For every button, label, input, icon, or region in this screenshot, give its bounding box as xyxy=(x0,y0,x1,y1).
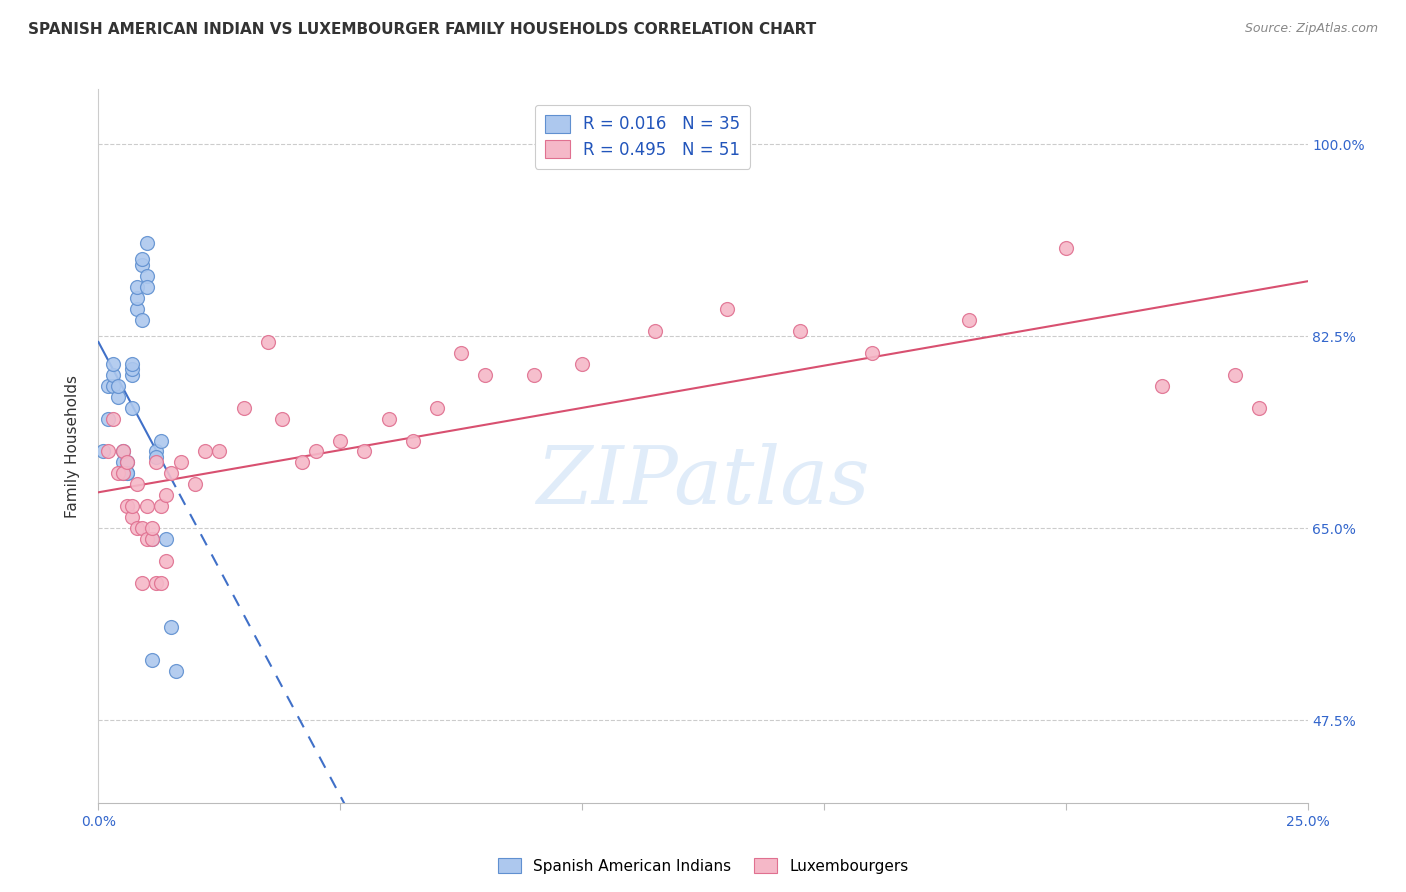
Point xyxy=(127,280,149,294)
Point xyxy=(121,357,143,371)
Point xyxy=(169,455,191,469)
Point xyxy=(141,533,163,547)
Point xyxy=(141,653,163,667)
Point xyxy=(474,368,496,382)
Point xyxy=(160,620,183,634)
Point xyxy=(150,434,173,448)
Point xyxy=(1249,401,1271,415)
Point xyxy=(155,488,177,502)
Point xyxy=(97,411,120,425)
Point xyxy=(131,312,153,326)
Point xyxy=(127,477,149,491)
Point xyxy=(141,533,163,547)
Point xyxy=(860,345,883,359)
Point xyxy=(160,467,183,481)
Point xyxy=(131,521,153,535)
Point xyxy=(1223,368,1246,382)
Point xyxy=(107,390,129,404)
Point xyxy=(1152,378,1174,392)
Y-axis label: Family Households: Family Households xyxy=(65,375,80,517)
Legend: R = 0.016   N = 35, R = 0.495   N = 51: R = 0.016 N = 35, R = 0.495 N = 51 xyxy=(534,104,751,169)
Point xyxy=(111,444,134,458)
Point xyxy=(141,521,163,535)
Point xyxy=(353,444,375,458)
Point xyxy=(121,510,143,524)
Point xyxy=(101,368,124,382)
Point xyxy=(135,235,157,250)
Point xyxy=(135,280,157,294)
Text: Source: ZipAtlas.com: Source: ZipAtlas.com xyxy=(1244,22,1378,36)
Point xyxy=(131,258,153,272)
Point xyxy=(127,521,149,535)
Point xyxy=(107,378,129,392)
Point xyxy=(150,576,173,591)
Point xyxy=(450,345,472,359)
Point xyxy=(426,401,449,415)
Point xyxy=(155,554,177,568)
Point xyxy=(135,533,157,547)
Point xyxy=(131,576,153,591)
Point xyxy=(271,411,294,425)
Point xyxy=(101,378,124,392)
Point xyxy=(789,324,811,338)
Text: ZIPatlas: ZIPatlas xyxy=(536,443,870,520)
Point xyxy=(121,368,143,382)
Point xyxy=(117,500,139,514)
Point xyxy=(145,450,167,464)
Point xyxy=(101,411,124,425)
Point xyxy=(111,467,134,481)
Point xyxy=(111,444,134,458)
Point xyxy=(127,301,149,316)
Point xyxy=(107,467,129,481)
Point xyxy=(184,477,207,491)
Point xyxy=(957,312,980,326)
Text: SPANISH AMERICAN INDIAN VS LUXEMBOURGER FAMILY HOUSEHOLDS CORRELATION CHART: SPANISH AMERICAN INDIAN VS LUXEMBOURGER … xyxy=(28,22,817,37)
Point xyxy=(523,368,546,382)
Point xyxy=(256,334,278,349)
Point xyxy=(644,324,666,338)
Point xyxy=(135,268,157,283)
Point xyxy=(121,500,143,514)
Point xyxy=(121,362,143,376)
Point xyxy=(150,500,173,514)
Point xyxy=(290,455,312,469)
Point xyxy=(111,467,134,481)
Point xyxy=(127,291,149,305)
Point xyxy=(117,455,139,469)
Point xyxy=(117,455,139,469)
Point xyxy=(135,500,157,514)
Point xyxy=(165,664,187,678)
Point xyxy=(91,444,114,458)
Point xyxy=(716,301,738,316)
Legend: Spanish American Indians, Luxembourgers: Spanish American Indians, Luxembourgers xyxy=(492,852,914,880)
Point xyxy=(145,444,167,458)
Point xyxy=(194,444,217,458)
Point xyxy=(117,467,139,481)
Point xyxy=(1054,241,1077,255)
Point xyxy=(305,444,328,458)
Point xyxy=(402,434,425,448)
Point xyxy=(131,252,153,267)
Point xyxy=(208,444,231,458)
Point xyxy=(111,455,134,469)
Point xyxy=(117,467,139,481)
Point xyxy=(145,576,167,591)
Point xyxy=(101,357,124,371)
Point xyxy=(232,401,254,415)
Point xyxy=(121,401,143,415)
Point xyxy=(329,434,352,448)
Point xyxy=(571,357,593,371)
Point xyxy=(97,444,120,458)
Point xyxy=(155,533,177,547)
Point xyxy=(377,411,399,425)
Point xyxy=(97,378,120,392)
Point xyxy=(145,455,167,469)
